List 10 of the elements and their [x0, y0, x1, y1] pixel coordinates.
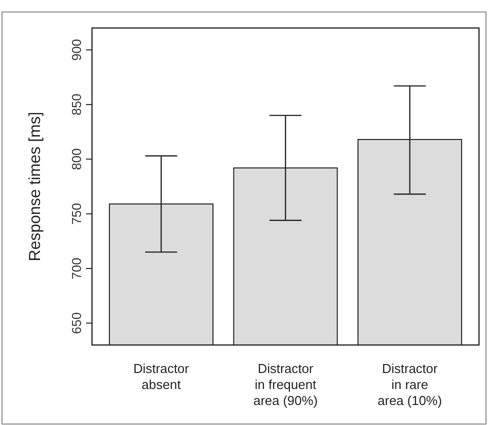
y-tick-label: 650	[69, 312, 84, 334]
x-tick-label: Distractor in frequent area (90%)	[253, 361, 318, 408]
x-tick-label: Distractor absent	[133, 361, 190, 392]
x-tick-label: Distractor in rare area (10%)	[378, 361, 442, 408]
y-tick-label: 900	[69, 39, 84, 61]
y-tick-label: 800	[69, 148, 84, 170]
y-tick-label: 700	[69, 258, 84, 280]
y-axis-title: Response times [ms]	[27, 112, 44, 262]
y-tick-label: 850	[69, 94, 84, 116]
y-tick-label: 750	[69, 202, 84, 225]
